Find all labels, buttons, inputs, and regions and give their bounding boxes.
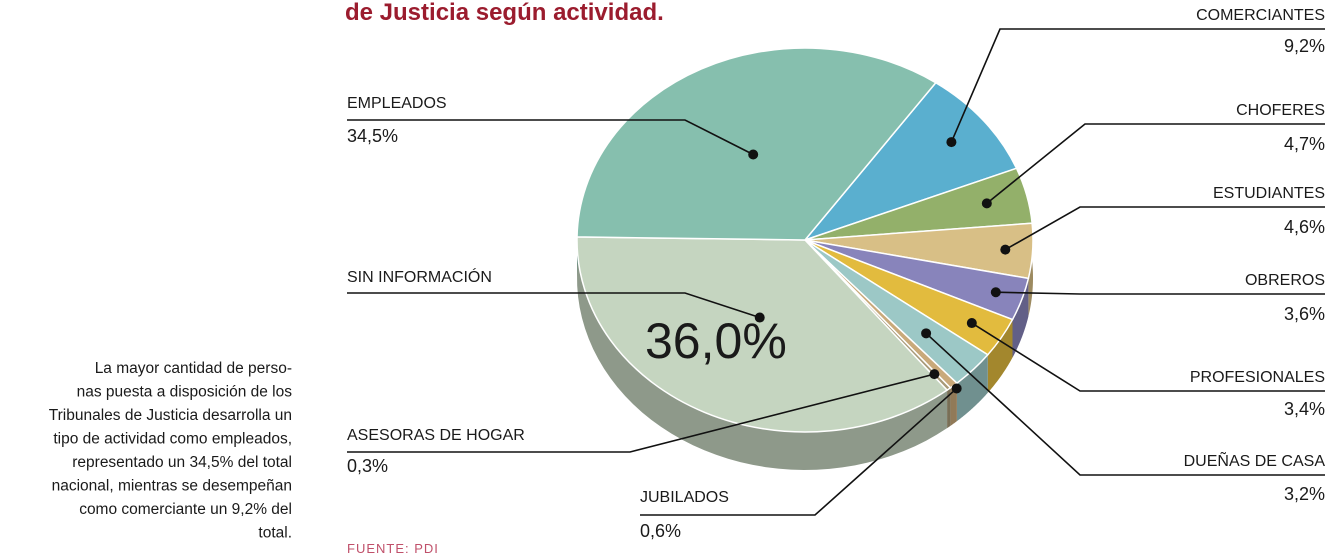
leader-dot — [921, 328, 932, 339]
leader-line — [347, 119, 754, 156]
leader-line — [995, 291, 1325, 295]
slice-name: PROFESIONALES — [1190, 369, 1325, 386]
slice-side — [956, 354, 988, 422]
leader-dot — [929, 369, 940, 380]
slice-value: 0,6% — [640, 521, 681, 541]
leader-dot — [981, 198, 992, 209]
annotation-line: Tribunales de Justicia desarrolla un — [49, 407, 292, 424]
source: FUENTE: PDI — [347, 541, 439, 556]
slice-name: SIN INFORMACIÓN — [347, 267, 492, 286]
slice-value: 36,0% — [645, 313, 787, 369]
annotation-line: como comerciante un 9,2% del — [79, 501, 292, 518]
slice-value: 3,4% — [1284, 399, 1325, 419]
slice-name: ESTUDIANTES — [1213, 185, 1325, 202]
slice-value: 3,6% — [1284, 304, 1325, 324]
slice-value: 4,7% — [1284, 134, 1325, 154]
slice-side — [577, 236, 948, 470]
annotation-line: nas puesta a disposición de los — [77, 384, 293, 401]
leader-line — [986, 123, 1325, 204]
slice — [576, 236, 949, 433]
slice-side — [947, 387, 951, 429]
annotation-line: La mayor cantidad de perso- — [95, 360, 292, 377]
slice-side — [1012, 278, 1029, 358]
leader-line — [347, 292, 760, 319]
slice-side — [987, 319, 1013, 393]
leader-dot — [951, 383, 962, 394]
leader-line — [925, 332, 1325, 476]
slice-value: 3,2% — [1284, 484, 1325, 504]
annotation-line: tipo de actividad como empleados, — [53, 431, 292, 448]
slice-name: OBREROS — [1245, 272, 1325, 289]
leader-line — [640, 387, 958, 516]
slice-name: CHOFERES — [1236, 102, 1325, 119]
leader-dot — [754, 312, 765, 323]
slice-value: 0,3% — [347, 456, 388, 476]
slice-name: ASESORAS DE HOGAR — [347, 427, 525, 444]
leader-line — [1004, 206, 1325, 251]
slice-name: JUBILADOS — [640, 489, 729, 506]
annotation-line: nacional, mientras se desempeñan — [52, 478, 292, 495]
leader-line — [347, 373, 935, 453]
leader-dot — [1000, 244, 1011, 255]
leader-dot — [990, 287, 1001, 298]
leader-dot — [748, 149, 759, 160]
leader-dot — [966, 318, 977, 329]
slice-value: 9,2% — [1284, 36, 1325, 56]
slice — [802, 81, 1018, 242]
annotation-line: total. — [258, 525, 292, 542]
slice-value: 4,6% — [1284, 217, 1325, 237]
chart-title: de Justicia según actividad. — [345, 0, 664, 26]
annotation-line: representado un 34,5% del total — [72, 454, 292, 471]
leader-dot — [946, 137, 957, 148]
slice-name: DUEÑAS DE CASA — [1184, 450, 1326, 470]
slice-name: COMERCIANTES — [1196, 7, 1325, 24]
leader-line — [971, 322, 1325, 392]
slice — [576, 47, 937, 241]
slice-side — [950, 383, 957, 426]
slice-value: 34,5% — [347, 126, 398, 146]
leader-line — [950, 28, 1325, 143]
slice-name: EMPLEADOS — [347, 95, 447, 112]
